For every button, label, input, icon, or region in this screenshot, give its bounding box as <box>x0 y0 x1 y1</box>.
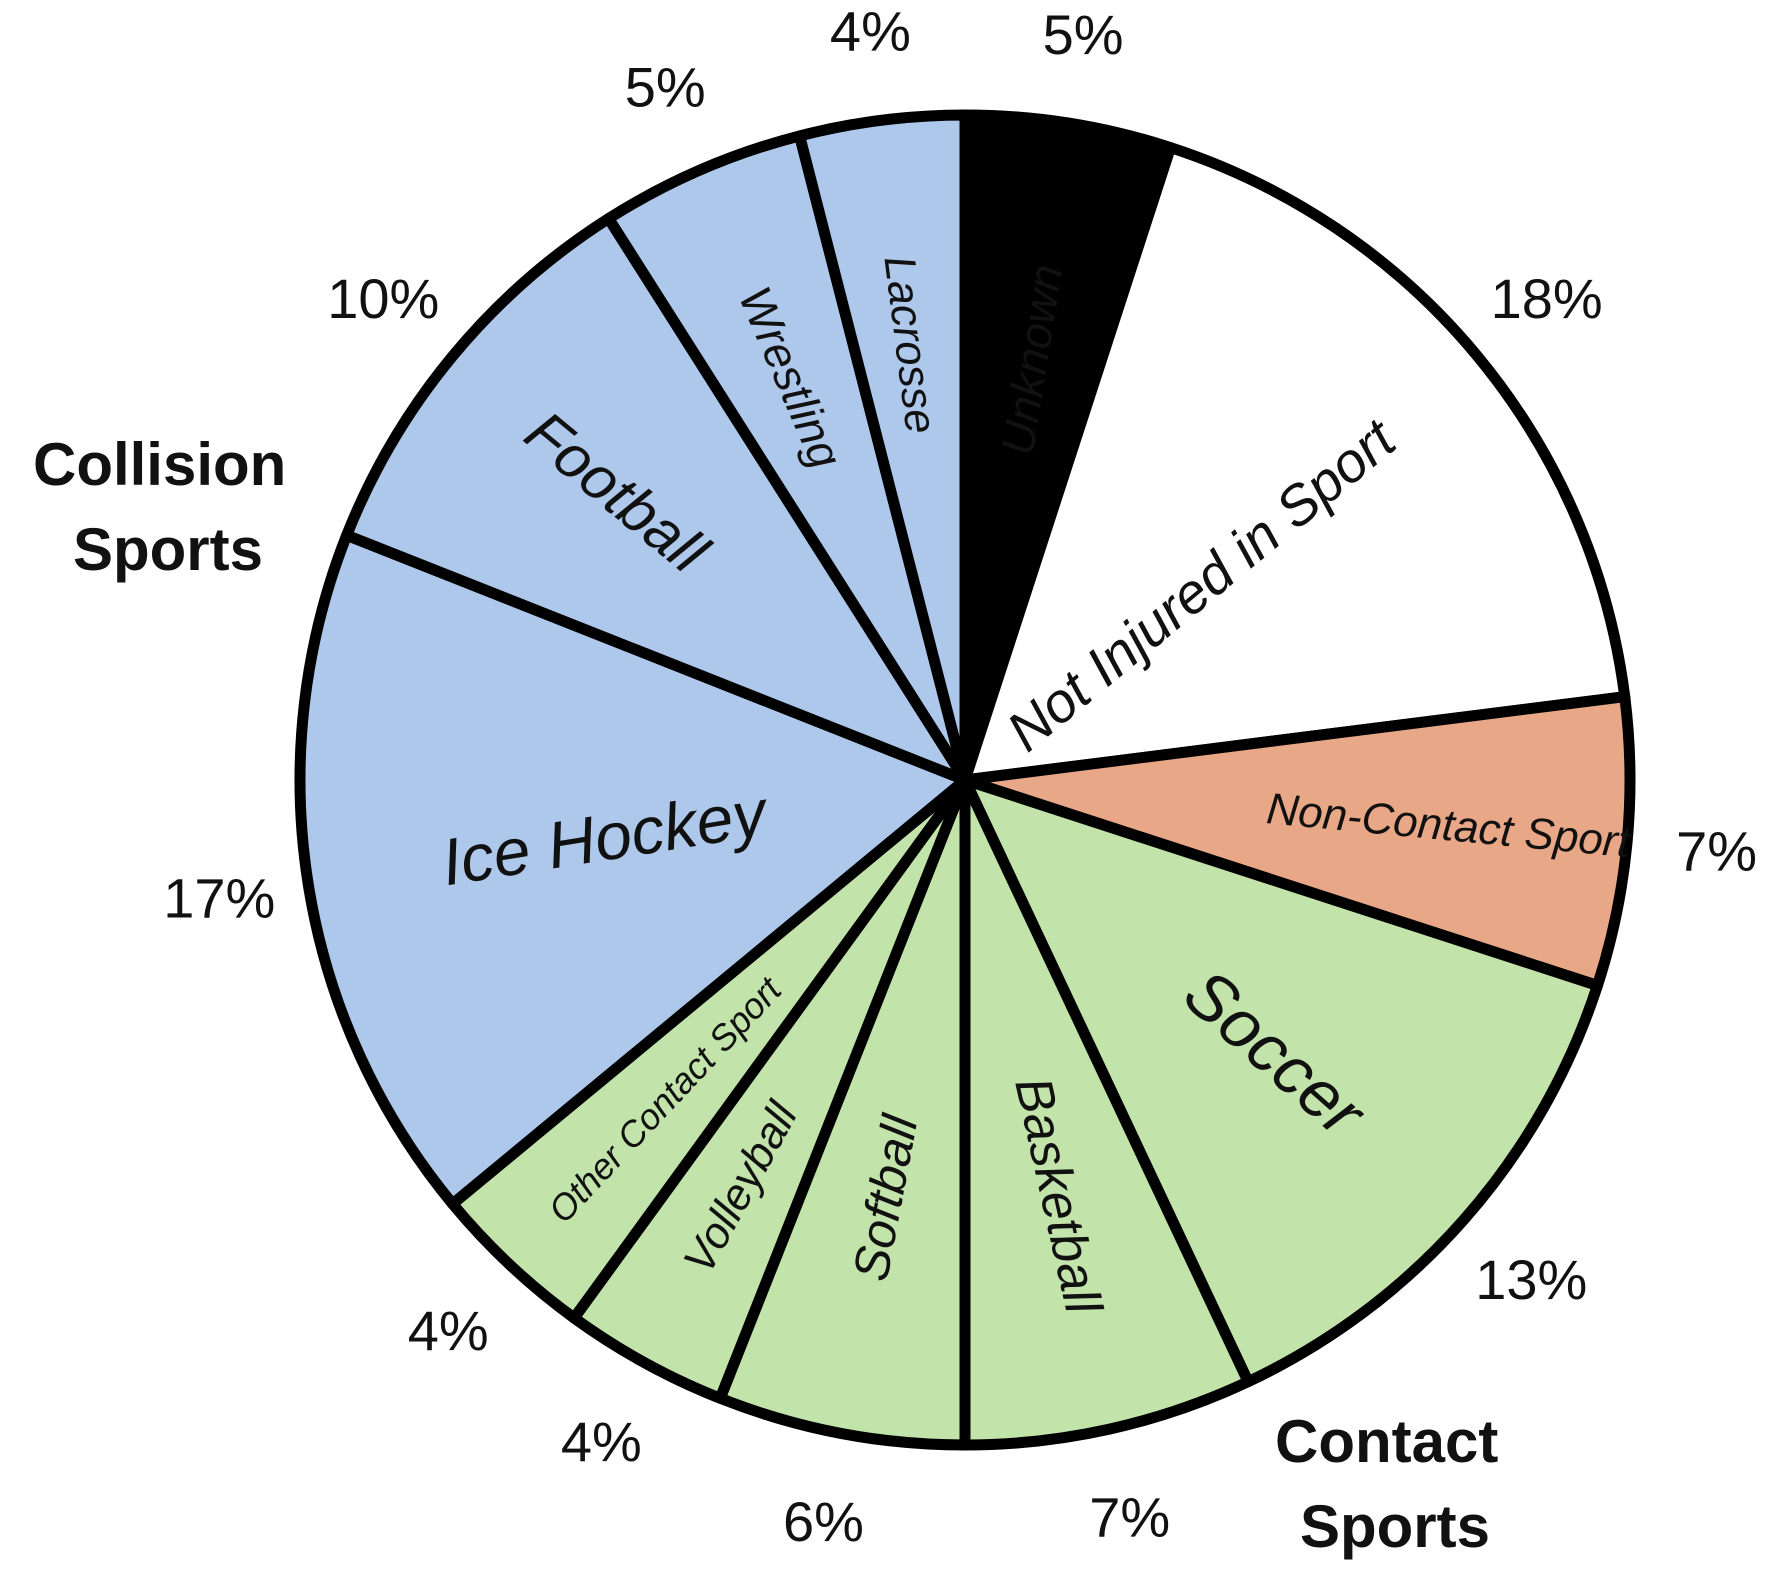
slice-ice-hockey <box>294 529 971 1210</box>
slice-wrestling <box>603 130 971 786</box>
slice-soccer <box>959 774 1603 1388</box>
percent-label-soccer: 13% <box>1475 1248 1587 1311</box>
percent-label-softball: 6% <box>783 1490 864 1553</box>
group-label-contact: Contact Sports <box>1275 1408 1515 1560</box>
pie-slices <box>294 109 1636 1451</box>
slice-lacrosse <box>794 109 971 786</box>
percent-label-wrestling: 5% <box>625 56 706 119</box>
slice-non-contact-sport <box>959 691 1636 991</box>
group-label-contact-line-2: Sports <box>1300 1493 1490 1560</box>
slice-not-injured-in-sport <box>959 142 1631 786</box>
percent-label-ice-hockey: 17% <box>163 867 275 930</box>
group-label-contact-line-1: Contact <box>1275 1408 1498 1475</box>
percent-label-not-injured-in-sport: 18% <box>1491 267 1603 330</box>
group-label-collision: Collision Sports <box>33 431 303 583</box>
group-label-collision-line-2: Sports <box>73 516 263 583</box>
slice-basketball <box>959 774 1254 1451</box>
percent-label-non-contact-sport: 7% <box>1676 820 1757 883</box>
percent-label-football: 10% <box>327 267 439 330</box>
percent-label-other-contact-sport: 4% <box>408 1299 489 1362</box>
slice-football <box>341 213 971 786</box>
percent-label-lacrosse: 4% <box>830 0 911 63</box>
percent-label-unknown: 5% <box>1043 3 1124 66</box>
percent-label-basketball: 7% <box>1089 1485 1170 1548</box>
group-labels: Collision Sports Contact Sports <box>33 431 1515 1560</box>
group-label-collision-line-1: Collision <box>33 431 286 498</box>
percent-labels: 5% 18% 7% 13% 7% 6% 4% 4% 17% 10% 5% 4% <box>163 0 1757 1553</box>
percent-label-volleyball: 4% <box>561 1410 642 1473</box>
